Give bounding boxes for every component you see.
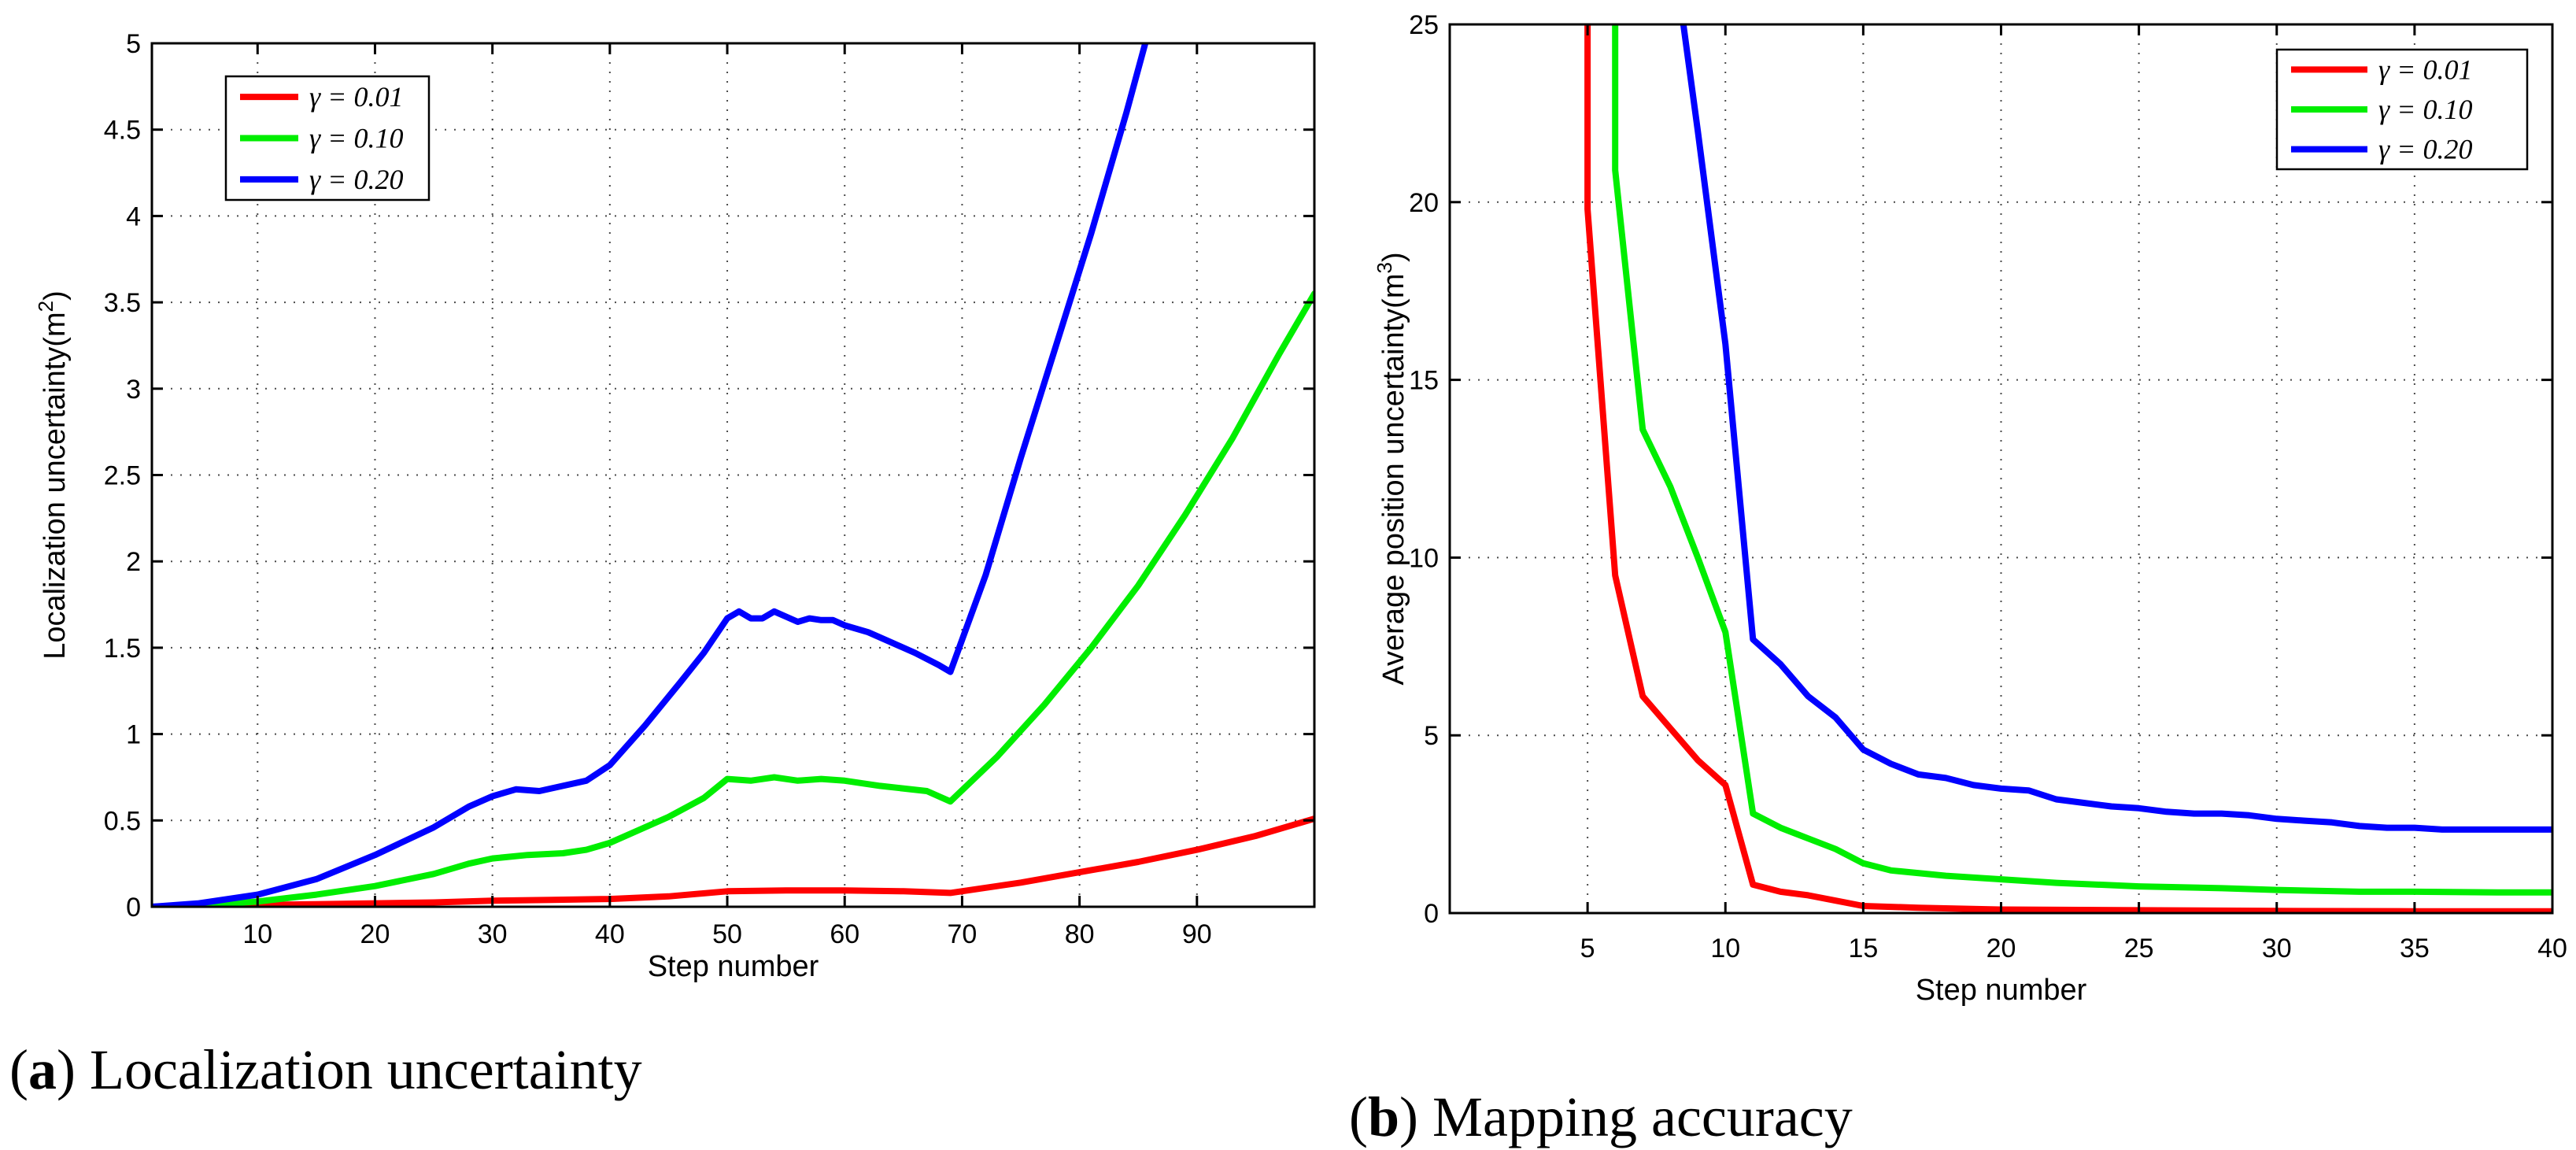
- y-tick-label: 0: [1424, 899, 1439, 929]
- x-axis-label: Step number: [1916, 974, 2087, 1007]
- y-tick-label: 3: [126, 375, 141, 405]
- legend-label-2: γ = 0.10: [2378, 94, 2472, 125]
- y-tick-label: 0.5: [104, 806, 141, 836]
- x-tick-label: 60: [830, 919, 859, 949]
- caption-b-text: Mapping accuracy: [1432, 1085, 1853, 1148]
- legend-label-3: γ = 0.20: [2378, 134, 2472, 165]
- series-line-2: [152, 290, 1314, 907]
- legend-label-1: γ = 0.01: [309, 81, 403, 113]
- x-tick-label: 20: [360, 919, 390, 949]
- x-tick-label: 90: [1182, 919, 1212, 949]
- y-tick-label: 3.5: [104, 288, 141, 318]
- y-axis-label: Localization uncertainty(m2): [34, 290, 72, 660]
- x-tick-label: 80: [1065, 919, 1095, 949]
- legend: γ = 0.01 γ = 0.10 γ = 0.20: [224, 75, 431, 202]
- legend-label-2: γ = 0.10: [309, 123, 403, 154]
- x-tick-label: 30: [2262, 934, 2292, 963]
- caption-a-text: Localization uncertainty: [89, 1038, 642, 1101]
- y-tick-label: 10: [1409, 543, 1439, 573]
- chart-b-mapping-accuracy: 5 10 15 20 25 30 35 40 0 5 10 15 20 25 Step number Aver…: [1373, 10, 2567, 1007]
- y-tick-label: 20: [1409, 188, 1439, 218]
- y-tick-label: 2.5: [104, 461, 141, 491]
- x-tick-label: 40: [595, 919, 625, 949]
- caption-a-letter: a: [28, 1038, 57, 1101]
- series-line-1: [1584, 24, 2552, 913]
- caption-a: (a) Localization uncertainty: [9, 1038, 642, 1101]
- series-line-2: [1612, 24, 2552, 896]
- x-tick-label: 25: [2124, 934, 2154, 963]
- x-tick-label: 50: [712, 919, 742, 949]
- y-tick-label: 5: [1424, 721, 1439, 751]
- y-tick-label: 15: [1409, 366, 1439, 396]
- y-axis-label: Average position uncertainty(m3): [1373, 252, 1410, 685]
- x-tick-label: 70: [948, 919, 978, 949]
- y-tick-label: 25: [1409, 10, 1439, 40]
- y-tick-label: 1.5: [104, 634, 141, 664]
- caption-b: (b) Mapping accuracy: [1349, 1085, 1853, 1148]
- y-tick-label: 4.5: [104, 116, 141, 146]
- series-line-3: [152, 43, 1149, 907]
- x-tick-label: 5: [1580, 934, 1595, 963]
- legend-label-3: γ = 0.20: [309, 164, 403, 195]
- legend-label-1: γ = 0.01: [2378, 54, 2472, 85]
- x-tick-label: 30: [478, 919, 508, 949]
- x-tick-label: 10: [242, 919, 272, 949]
- y-tick-label: 4: [126, 202, 141, 231]
- series-line-1: [152, 815, 1314, 907]
- y-tick-label: 2: [126, 547, 141, 577]
- x-tick-label: 40: [2537, 934, 2567, 963]
- x-tick-label: 35: [2400, 934, 2430, 963]
- y-tick-label: 5: [126, 29, 141, 59]
- x-tick-label: 20: [1987, 934, 2016, 963]
- x-tick-label: 10: [1710, 934, 1740, 963]
- caption-b-letter: b: [1367, 1085, 1400, 1148]
- legend: γ = 0.01 γ = 0.10 γ = 0.20: [2275, 48, 2529, 171]
- x-tick-label: 15: [1848, 934, 1878, 963]
- series-line-3: [1680, 24, 2552, 833]
- x-axis-label: Step number: [648, 950, 819, 983]
- y-tick-label: 1: [126, 720, 141, 750]
- y-tick-label: 0: [126, 893, 141, 923]
- chart-a-localization-uncertainty: 10 20 30 40 50 60 70 80 90 0 0.5 1 1.5 2 2.5 3 3.5 4 4.5 5 S…: [34, 29, 1316, 983]
